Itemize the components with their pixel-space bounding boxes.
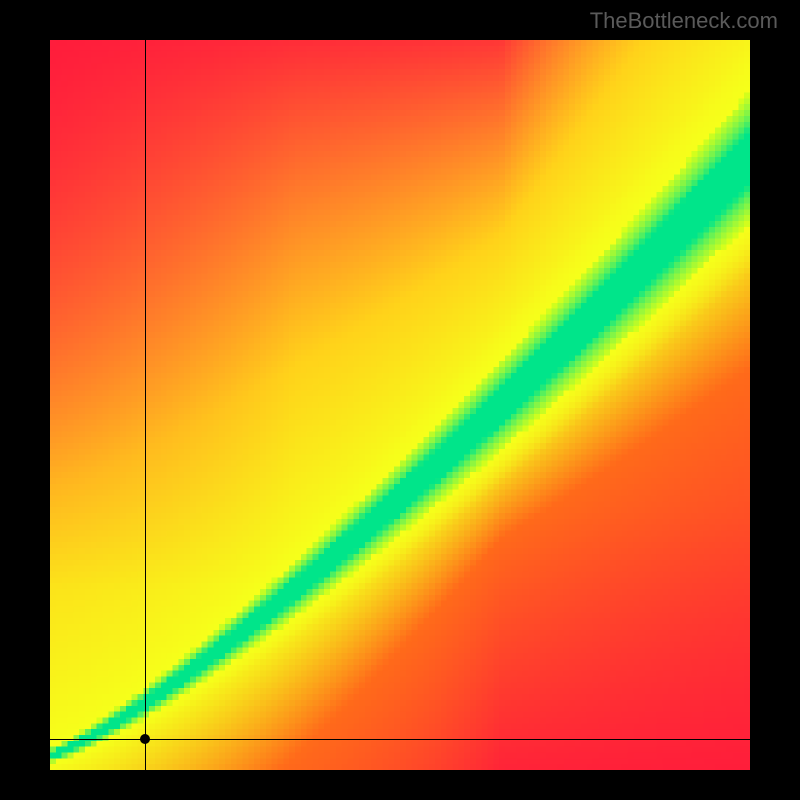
crosshair-marker-dot	[140, 734, 150, 744]
crosshair-vertical	[145, 40, 146, 770]
watermark-text: TheBottleneck.com	[590, 8, 778, 34]
heatmap-canvas	[50, 40, 750, 770]
crosshair-horizontal	[50, 739, 750, 740]
heatmap-plot	[50, 40, 750, 770]
